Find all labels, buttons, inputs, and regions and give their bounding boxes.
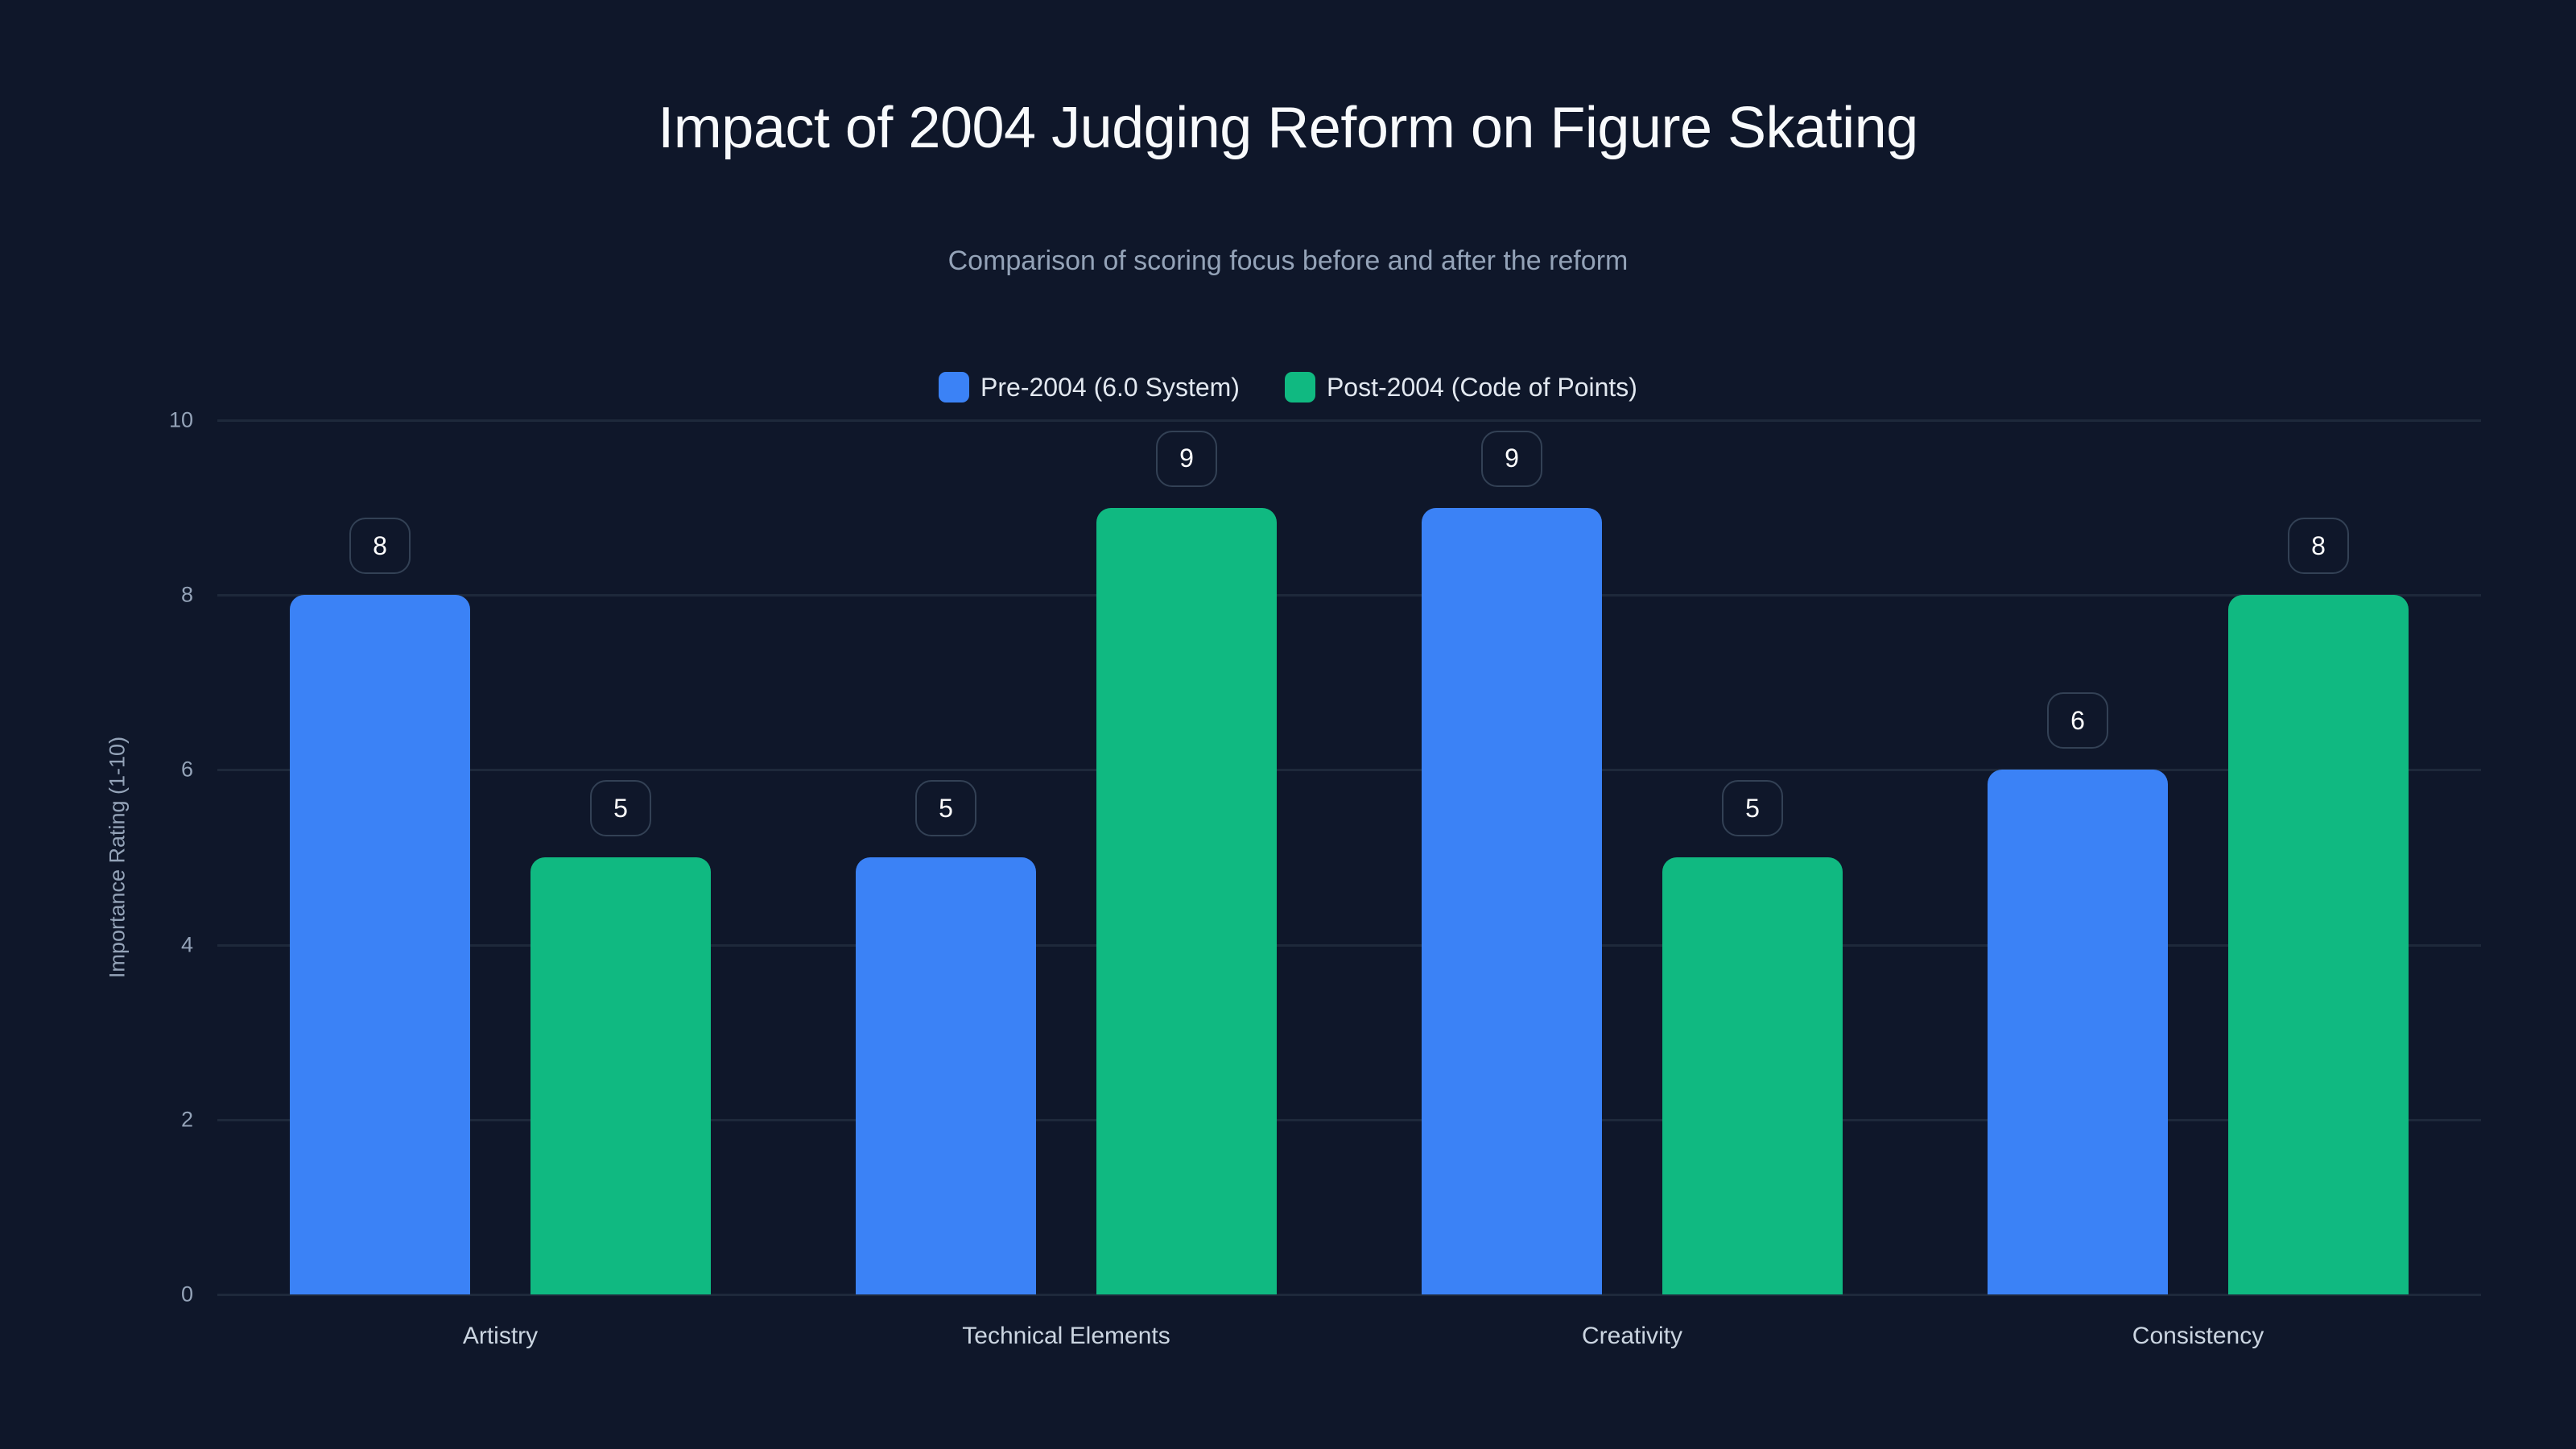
legend-swatch-icon <box>1284 372 1315 402</box>
x-tick-label: Creativity <box>1581 1323 1683 1349</box>
y-tick-label: 4 <box>180 932 193 957</box>
bar-technical-elements-pre-2004[interactable] <box>856 857 1036 1294</box>
x-tick-label: Technical Elements <box>962 1323 1170 1349</box>
data-label: 9 <box>1156 430 1217 487</box>
y-tick-label: 0 <box>180 1282 193 1307</box>
bar-artistry-pre-2004[interactable] <box>290 595 470 1294</box>
bar-technical-elements-post-2004[interactable] <box>1096 507 1277 1294</box>
bar-artistry-post-2004[interactable] <box>530 857 711 1294</box>
y-tick-label: 2 <box>180 1107 193 1132</box>
legend: Pre-2004 (6.0 System) Post-2004 (Code of… <box>0 372 2576 402</box>
bar-consistency-post-2004[interactable] <box>2228 595 2409 1294</box>
data-label: 5 <box>915 780 976 836</box>
bar-consistency-pre-2004[interactable] <box>1988 770 2168 1294</box>
gridline <box>217 769 2481 772</box>
legend-item-post-2004[interactable]: Post-2004 (Code of Points) <box>1284 372 1637 402</box>
legend-item-pre-2004[interactable]: Pre-2004 (6.0 System) <box>939 372 1240 402</box>
gridline <box>217 594 2481 597</box>
gridline <box>217 1294 2481 1296</box>
y-axis-title: Importance Rating (1-10) <box>105 736 130 979</box>
data-label: 9 <box>1481 430 1542 487</box>
chart-title: Impact of 2004 Judging Reform on Figure … <box>658 96 1918 160</box>
chart-subtitle: Comparison of scoring focus before and a… <box>947 246 1629 276</box>
y-tick-label: 10 <box>168 407 193 432</box>
data-label: 6 <box>2047 692 2108 749</box>
bar-creativity-pre-2004[interactable] <box>1422 507 1602 1294</box>
data-label: 5 <box>590 780 651 836</box>
gridline <box>217 943 2481 947</box>
gridline <box>217 1118 2481 1121</box>
x-tick-label: Consistency <box>2132 1323 2264 1349</box>
legend-swatch-icon <box>939 372 970 402</box>
gridline <box>217 419 2481 422</box>
bar-creativity-post-2004[interactable] <box>1662 857 1843 1294</box>
x-tick-label: Artistry <box>462 1323 539 1349</box>
y-tick-label: 6 <box>180 757 193 782</box>
legend-label: Pre-2004 (6.0 System) <box>980 372 1240 402</box>
data-label: 8 <box>2288 518 2349 575</box>
data-label: 5 <box>1722 780 1783 836</box>
legend-label: Post-2004 (Code of Points) <box>1326 372 1637 402</box>
data-label: 8 <box>349 518 411 575</box>
y-tick-label: 8 <box>180 582 193 607</box>
